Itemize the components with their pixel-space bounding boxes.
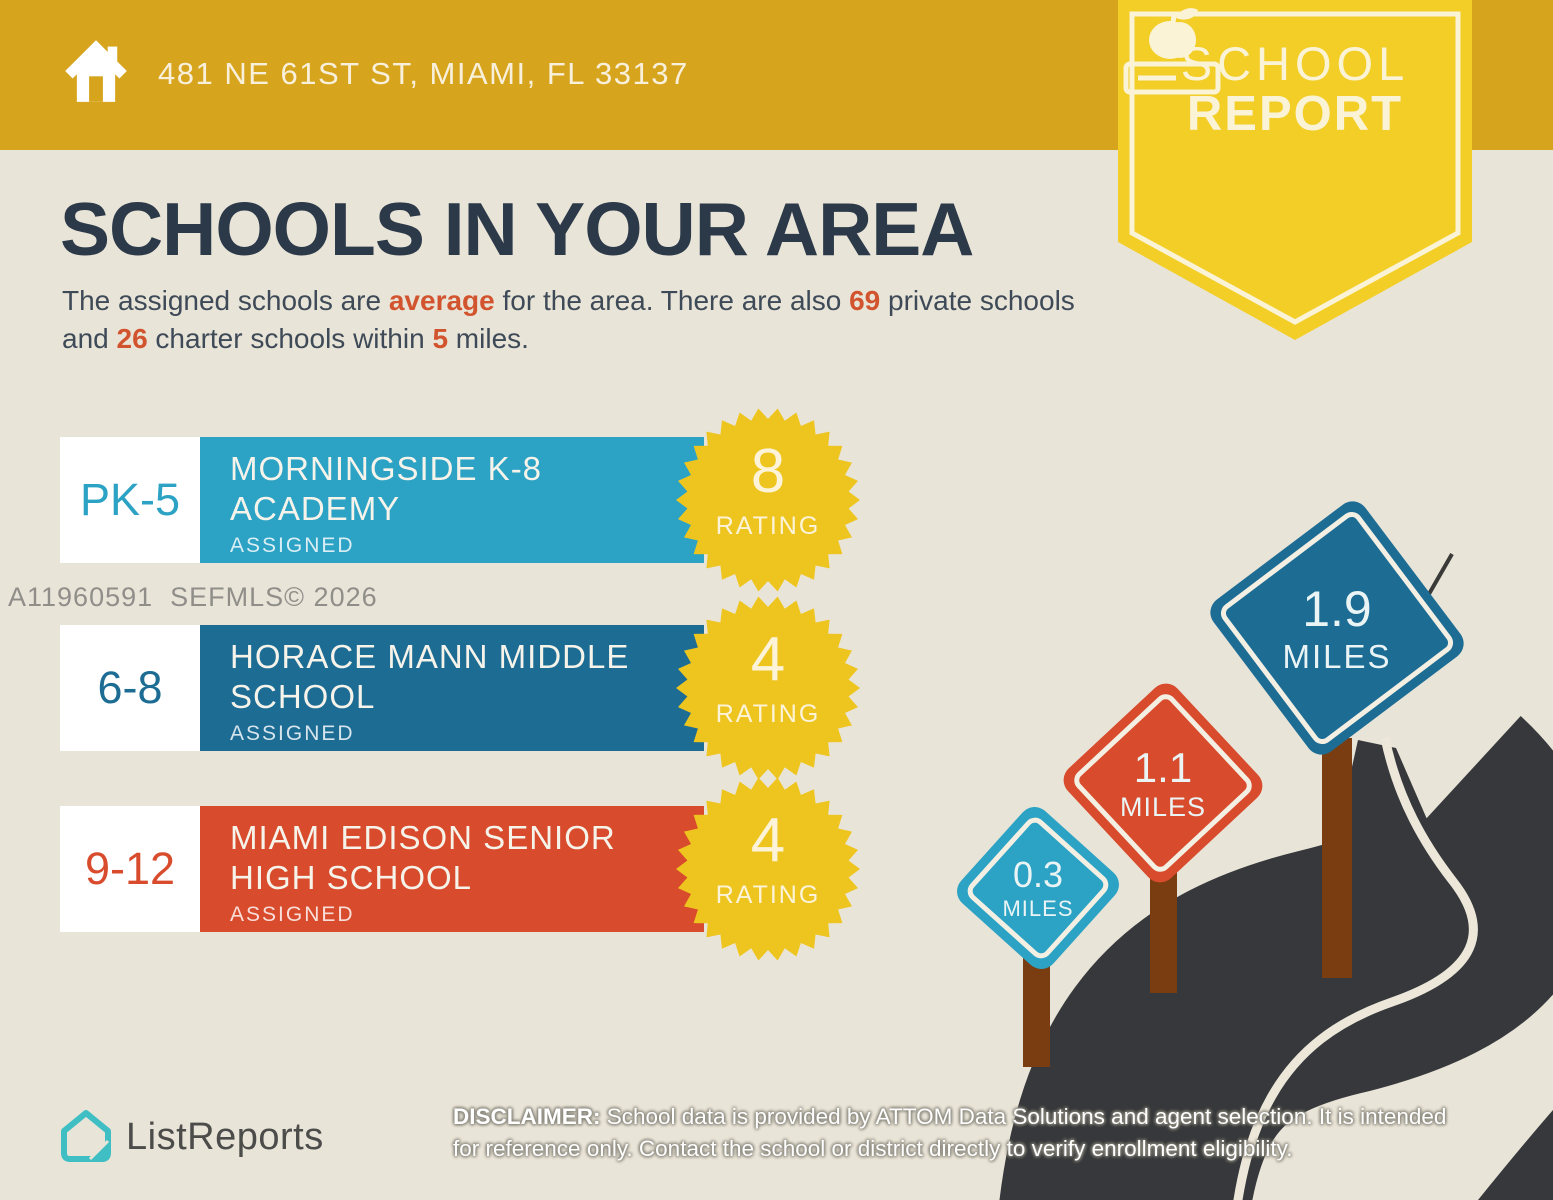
school-report-badge: SCHOOL REPORT — [1118, 0, 1472, 345]
sign-post — [1023, 952, 1050, 1067]
listreports-logo-icon — [61, 1110, 111, 1162]
grade-range: 6-8 — [60, 625, 200, 751]
intro-t1: The assigned schools are — [62, 285, 389, 316]
disclaimer-body: School data is provided by ATTOM Data So… — [453, 1104, 1447, 1161]
school-name: MORNINGSIDE K-8 ACADEMY — [230, 450, 543, 527]
road-neck — [1320, 740, 1460, 910]
grade-range: 9-12 — [60, 806, 200, 932]
mls-watermark: A11960591 SEFMLS© 2026 — [8, 582, 378, 612]
disclaimer-label: DISCLAIMER: — [453, 1104, 601, 1129]
rating-starburst: 8 RATING — [676, 408, 860, 592]
intro-highlight-private-count: 69 — [849, 285, 881, 316]
school-bar: MORNINGSIDE K-8 ACADEMY ASSIGNED — [200, 437, 704, 563]
school-name: HORACE MANN MIDDLE SCHOOL — [230, 638, 630, 715]
rating-starburst: 4 RATING — [676, 596, 860, 780]
home-icon — [65, 40, 127, 102]
distance-sign-far: 1.9 MILES — [1203, 494, 1471, 762]
distance-value: 1.9 — [1302, 581, 1372, 637]
listreports-brand: ListReports — [60, 1108, 324, 1166]
grade-range: PK-5 — [60, 437, 200, 563]
rating-value: 4 — [750, 625, 786, 694]
intro-highlight-charter-count: 26 — [116, 323, 148, 354]
school-row-elementary: PK-5 MORNINGSIDE K-8 ACADEMY ASSIGNED 8 … — [60, 408, 940, 592]
school-row-high: 9-12 MIAMI EDISON SENIOR HIGH SCHOOL ASS… — [60, 777, 940, 961]
school-name: MIAMI EDISON SENIOR HIGH SCHOOL — [230, 819, 616, 896]
rating-value: 8 — [750, 437, 786, 506]
distance-unit: MILES — [1282, 638, 1392, 675]
road-body — [999, 716, 1553, 1200]
road-corner — [1478, 1110, 1553, 1200]
distance-value: 1.1 — [1133, 743, 1193, 791]
disclaimer-text: DISCLAIMER: School data is provided by A… — [453, 1101, 1458, 1165]
intro-t4: charter schools within — [147, 323, 433, 354]
intro-highlight-average: average — [388, 285, 495, 316]
sign-post — [1150, 862, 1177, 993]
distance-unit: MILES — [1119, 791, 1207, 822]
rating-label: RATING — [715, 881, 821, 909]
distance-sign-mid: 1.1 MILES — [1056, 676, 1270, 890]
property-address: 481 NE 61ST ST, MIAMI, FL 33137 — [158, 56, 689, 91]
school-status: ASSIGNED — [230, 722, 355, 745]
school-bar: HORACE MANN MIDDLE SCHOOL ASSIGNED — [200, 625, 704, 751]
lane-line — [1233, 737, 1478, 1200]
rating-label: RATING — [715, 700, 821, 728]
distance-unit: MILES — [1002, 896, 1074, 921]
rating-label: RATING — [715, 512, 821, 540]
intro-t3: private schools and — [62, 285, 1075, 354]
rating-starburst: 4 RATING — [676, 777, 860, 961]
sign-post — [1322, 738, 1352, 978]
intro-t2: for the area. There are also — [494, 285, 850, 316]
page-title: SCHOOLS IN YOUR AREA — [60, 187, 974, 271]
pennant-shape — [1118, 0, 1472, 340]
school-status: ASSIGNED — [230, 903, 355, 926]
intro-highlight-miles: 5 — [432, 323, 449, 354]
school-status: ASSIGNED — [230, 534, 355, 557]
school-row-middle: 6-8 HORACE MANN MIDDLE SCHOOL ASSIGNED 4… — [60, 596, 940, 780]
intro-text: The assigned schools are average for the… — [62, 282, 1122, 358]
badge-title-line2: REPORT — [1186, 87, 1404, 141]
school-bar: MIAMI EDISON SENIOR HIGH SCHOOL ASSIGNED — [200, 806, 704, 932]
apple-book-icon — [1123, 8, 1221, 95]
intro-t5: miles. — [448, 323, 529, 354]
distance-value: 0.3 — [1012, 854, 1064, 895]
rating-value: 4 — [750, 806, 786, 875]
listreports-wordmark: ListReports — [126, 1115, 324, 1158]
